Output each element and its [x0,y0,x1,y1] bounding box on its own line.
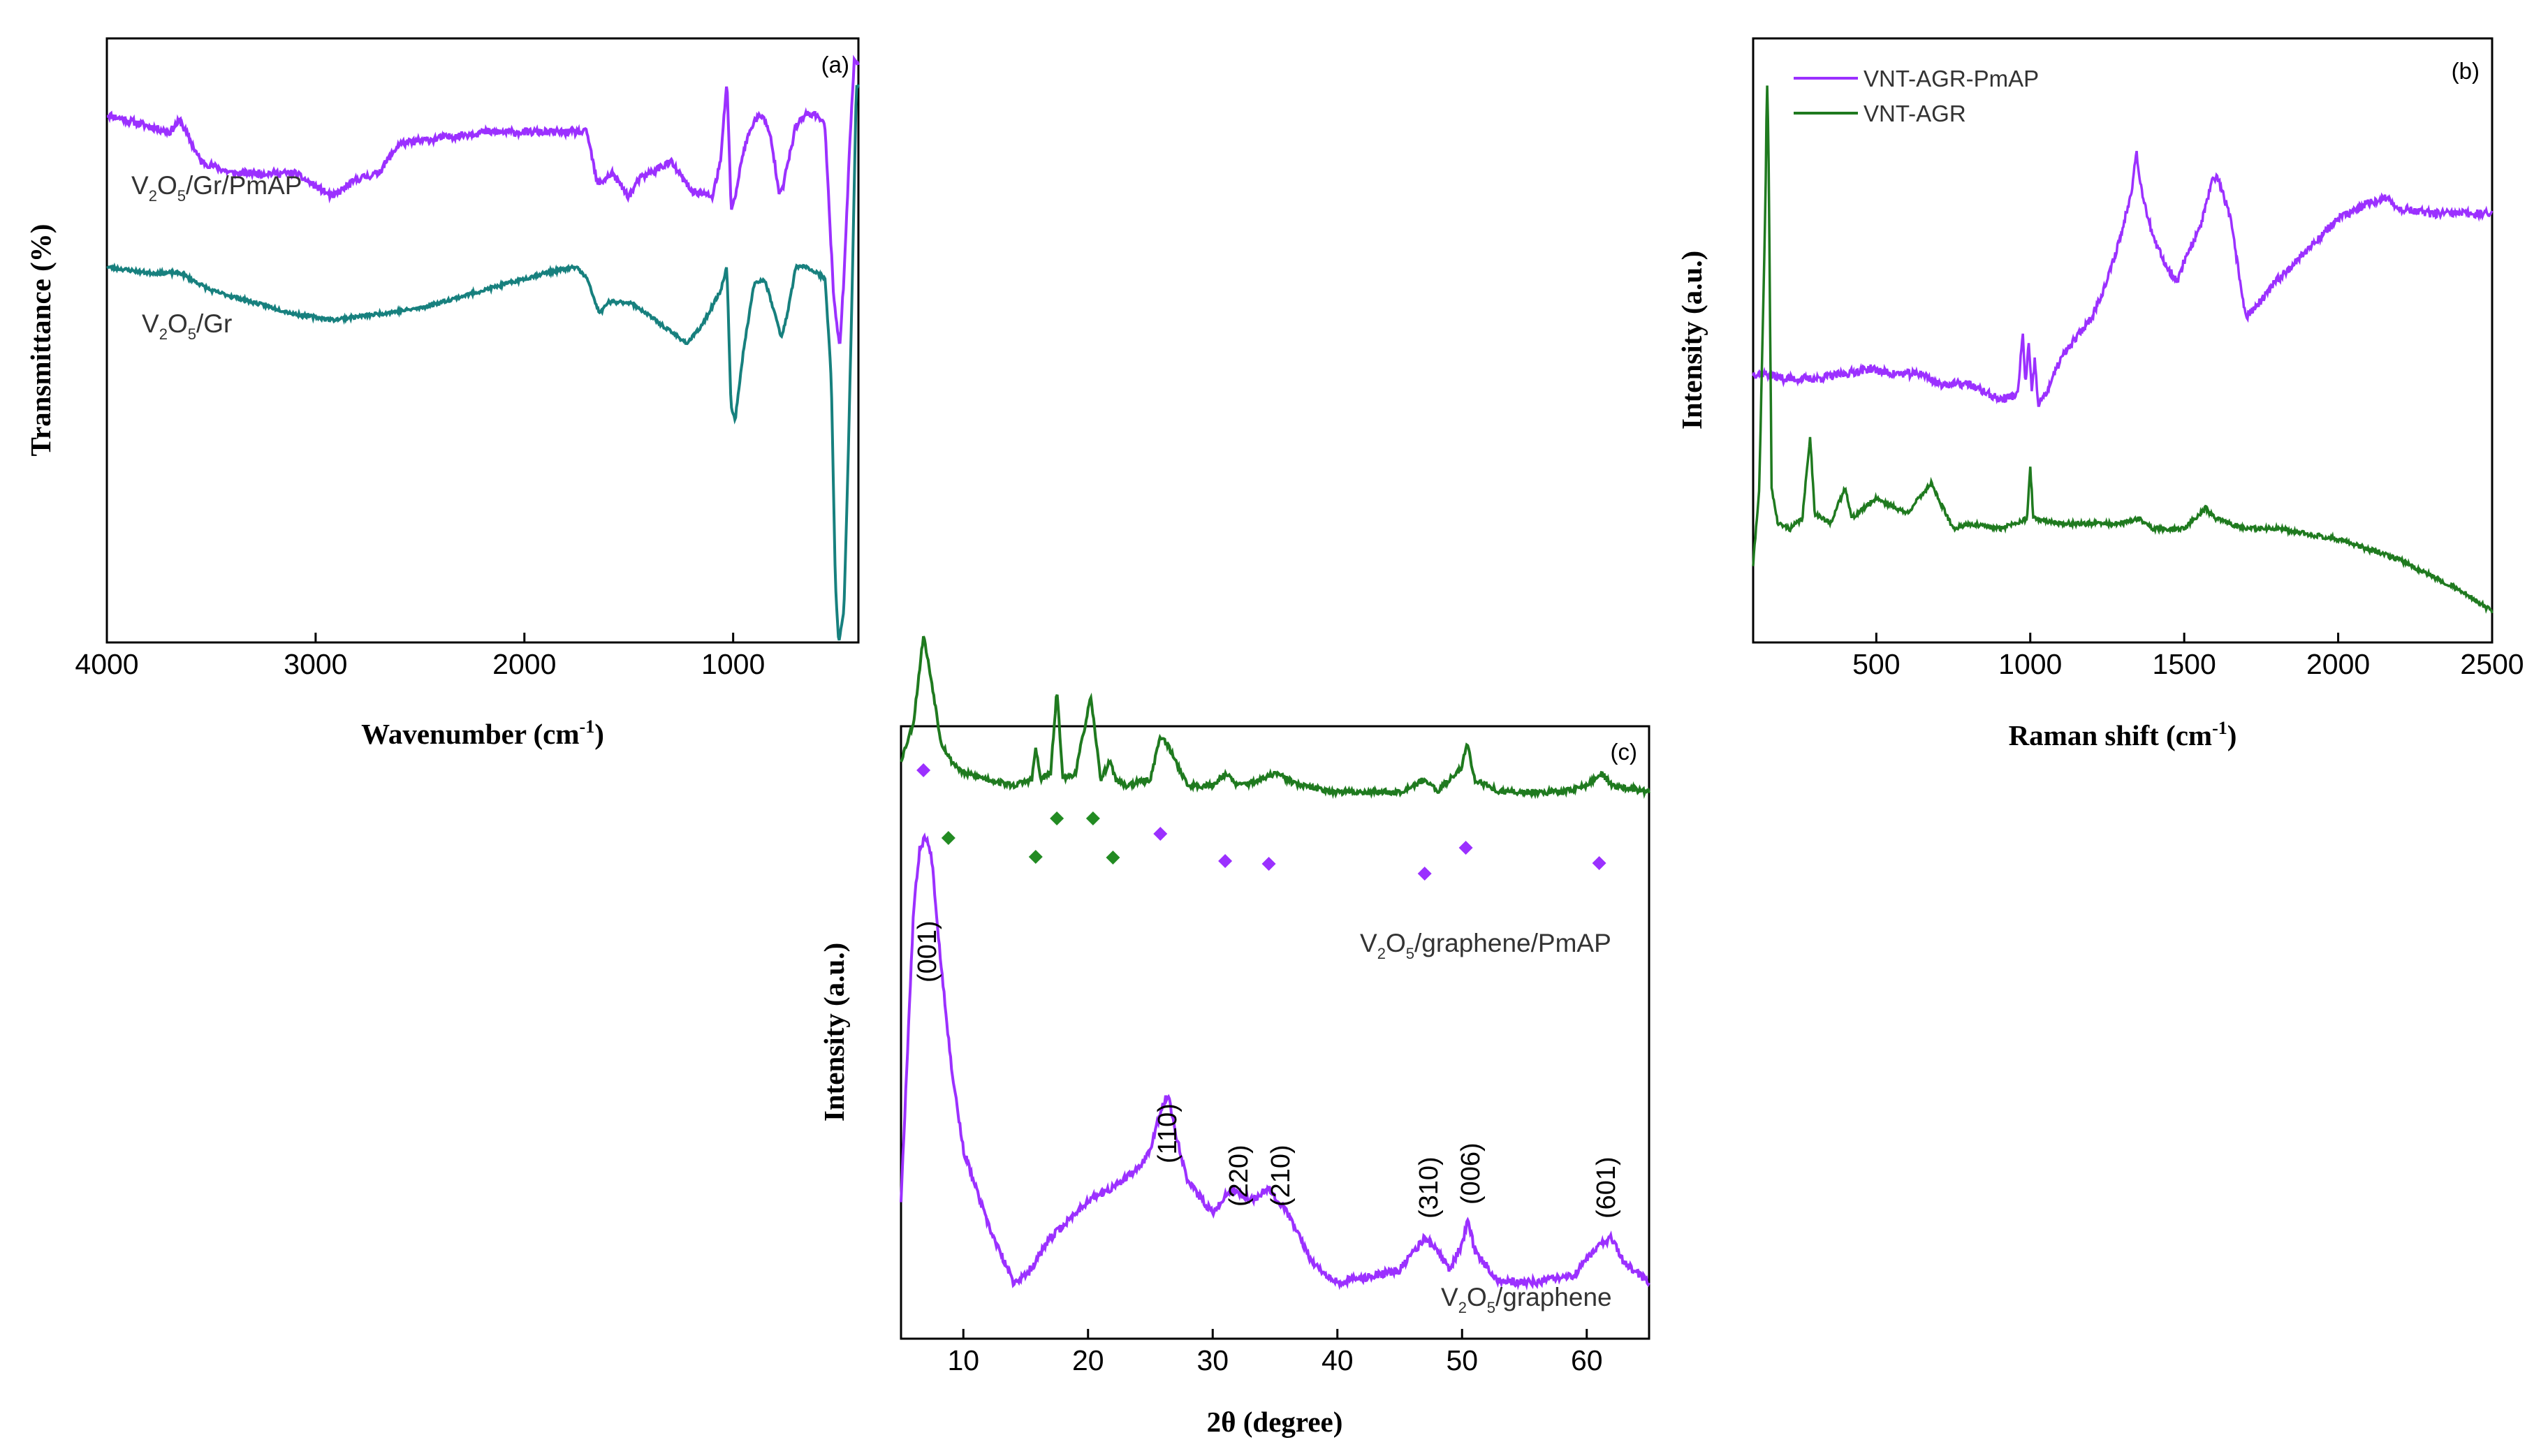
x-tick-label-2000: 2000 [2306,648,2370,680]
label-o: O [1386,929,1406,957]
panel-c-frame [900,725,1650,1340]
panel-c: 10 20 30 40 50 60 (c) (001) (110) (220) (210)… [818,635,1650,1438]
label-sub-2: 2 [159,325,168,343]
peak-marker-purple [1458,841,1473,855]
panel-a-x-ticks: 4000 3000 2000 1000 [75,633,765,680]
label-sub-2: 2 [1458,1299,1467,1316]
x-tick-label-30: 30 [1196,1344,1229,1376]
x-tick-label-60: 60 [1571,1344,1603,1376]
label-o: O [157,171,177,200]
hkl-label-006: (006) [1456,1142,1486,1205]
x-tick-label-50: 50 [1446,1344,1478,1376]
panel-a-frame [105,37,860,644]
sample-label-v2o5-graphene: V2O5/graphene [1441,1283,1612,1316]
peak-marker-green [1106,851,1120,865]
hkl-label-001: (001) [913,920,942,983]
hkl-label-220: (220) [1224,1145,1254,1207]
hkl-label-110: (110) [1153,1103,1183,1163]
xlabel-main: Raman shift (cm [2009,719,2213,751]
panel-c-peak-markers [916,763,1606,881]
x-tick-label-40: 40 [1321,1344,1354,1376]
legend-label-vnt-agr: VNT-AGR [1864,101,1966,126]
label-v: V [1360,929,1377,957]
label-sub-5: 5 [177,187,186,205]
ftir-trace-v2o5-gr-pmap [107,54,860,344]
xrd-trace-v2o5-graphene [900,832,1650,1291]
label-v: V [1441,1283,1458,1311]
label-sub-5: 5 [1406,945,1414,962]
label-rest: /graphene [1495,1283,1612,1311]
label-rest: /Gr/PmAP [186,171,302,200]
panel-b-x-ticks: 500 1000 1500 2000 2500 [1852,633,2524,680]
hkl-label-310: (310) [1414,1156,1444,1219]
panel-b-label: (b) [2452,58,2480,84]
x-tick-label-4000: 4000 [75,648,138,680]
x-tick-label-20: 20 [1072,1344,1104,1376]
x-tick-label-10: 10 [947,1344,979,1376]
panel-b-legend: VNT-AGR-PmAP VNT-AGR [1794,66,2039,126]
hkl-label-601: (601) [1592,1156,1621,1219]
panel-a-xlabel: Wavenumber (cm-1) [361,716,604,750]
x-tick-label-1000: 1000 [701,648,765,680]
xlabel-sup: -1 [580,716,595,737]
label-rest: /Gr [196,309,232,338]
panel-b-ylabel: Intensity (a.u.) [1676,251,1708,429]
panel-b: 500 1000 1500 2000 2500 (b) VNT-AGR-PmAP VNT… [1676,37,2524,751]
panel-c-x-ticks: 10 20 30 40 50 60 [947,1329,1603,1376]
sample-label-v2o5-gr: V2O5/Gr [142,309,232,343]
label-o: O [1467,1283,1487,1311]
x-tick-label-2000: 2000 [492,648,556,680]
hkl-label-210: (210) [1266,1145,1296,1207]
panel-c-label: (c) [1611,739,1637,765]
peak-marker-green [1050,811,1064,825]
xrd-trace-v2o5-graphene-pmap [900,635,1650,800]
panel-b-xlabel: Raman shift (cm-1) [2009,718,2237,751]
sample-label-v2o5-gr-pmap: V2O5/Gr/PmAP [131,171,302,205]
panel-a: 4000 3000 2000 1000 (a) V2O5/Gr/PmAP V2O5/G… [24,37,860,750]
panel-a-ylabel: Transmittance (%) [24,224,57,457]
x-tick-label-3000: 3000 [284,648,347,680]
xlabel-close: ) [594,718,604,750]
peak-marker-green [1028,850,1043,864]
peak-marker-green [941,831,956,845]
peak-marker-purple [1218,854,1233,868]
panel-a-label: (a) [821,52,849,78]
panel-c-ylabel: Intensity (a.u.) [818,943,850,1122]
raman-trace-vnt-agr [1752,85,2494,614]
peak-marker-purple [1153,827,1168,841]
label-v: V [142,309,159,338]
x-tick-label-1000: 1000 [1998,648,2062,680]
label-sub-5: 5 [188,325,196,343]
sample-label-v2o5-graphene-pmap: V2O5/graphene/PmAP [1360,929,1611,962]
legend-label-vnt-agr-pmap: VNT-AGR-PmAP [1864,66,2039,91]
x-tick-label-1500: 1500 [2153,648,2216,680]
label-rest: /graphene/PmAP [1414,929,1611,957]
peak-marker-purple [1261,857,1276,871]
x-tick-label-2500: 2500 [2460,648,2524,680]
label-sub-2: 2 [1377,945,1386,962]
ftir-trace-v2o5-gr [106,84,860,641]
raman-trace-vnt-agr-pmap [1752,151,2494,407]
panel-c-xlabel: 2θ (degree) [1207,1406,1343,1438]
peak-marker-green [1085,811,1100,825]
label-sub-5: 5 [1487,1299,1495,1316]
panel-b-frame [1752,37,2494,644]
peak-marker-purple [1417,867,1432,881]
label-v: V [131,171,149,200]
peak-marker-purple [916,763,931,777]
xlabel-sup: -1 [2212,718,2227,738]
xlabel-close: ) [2227,719,2237,751]
xlabel-main: Wavenumber (cm [361,718,579,750]
x-tick-label-500: 500 [1852,648,1900,680]
label-o: O [168,309,188,338]
peak-marker-purple [1592,856,1606,870]
label-sub-2: 2 [149,187,157,205]
